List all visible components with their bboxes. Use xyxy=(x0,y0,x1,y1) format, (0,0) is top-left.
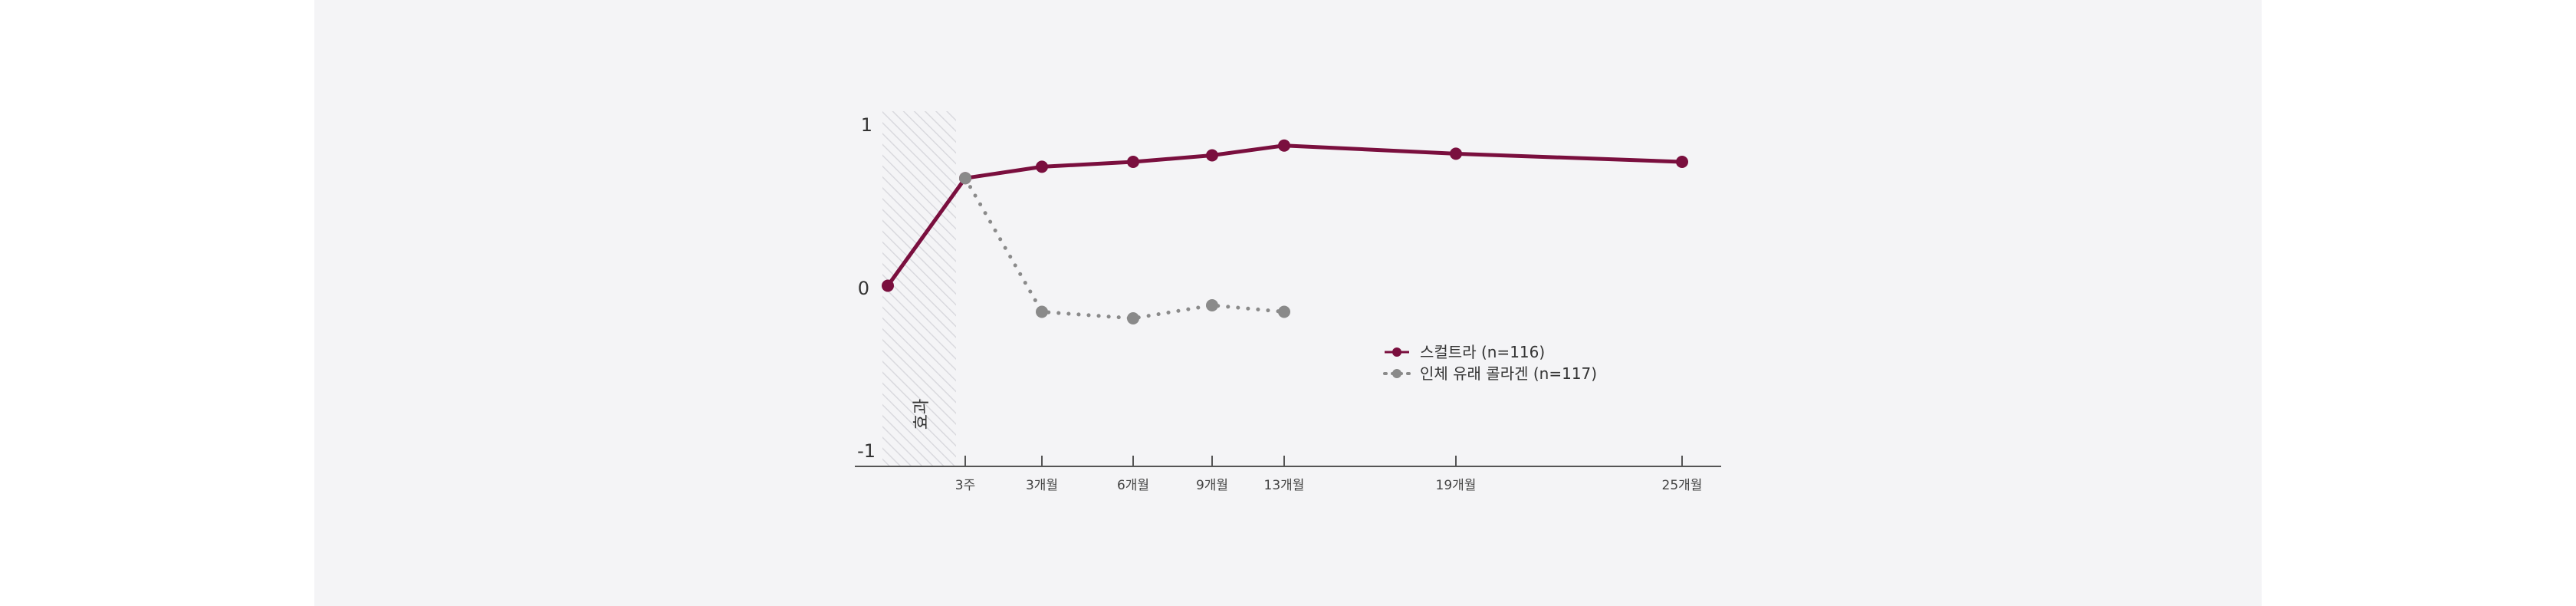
x-tick-label: 9개월 xyxy=(1196,478,1228,493)
y-tick-label: 0 xyxy=(858,278,869,299)
x-tick-label: 3주 xyxy=(955,478,975,493)
legend-swatch-marker-series-2 xyxy=(1392,369,1401,378)
series-1-line xyxy=(886,143,1683,287)
series-1-point xyxy=(1676,156,1688,168)
x-tick-label: 19개월 xyxy=(1436,478,1477,493)
series-2-point xyxy=(1127,312,1139,324)
series-layer xyxy=(882,139,1688,324)
series-2-point xyxy=(959,172,971,185)
legend-label-series-1: 스컬트라 (n=116) xyxy=(1420,343,1545,361)
series-2-point xyxy=(1278,305,1290,318)
y-tick-label: 1 xyxy=(861,114,872,136)
series-1-point xyxy=(1450,147,1462,160)
series-1-point xyxy=(1036,160,1048,173)
legend-swatch-marker-series-1 xyxy=(1392,347,1401,357)
effect-band xyxy=(882,111,956,466)
x-tick-label: 3개월 xyxy=(1026,478,1058,493)
x-tick-label: 6개월 xyxy=(1117,478,1149,493)
effect-band-label: 효과 xyxy=(912,399,932,430)
x-tick-label: 13개월 xyxy=(1264,478,1305,493)
x-ticks: 3주 3개월 6개월 9개월 13개월 19개월 25개월 xyxy=(955,456,1703,493)
series-2-line xyxy=(963,176,1286,321)
series-2-point xyxy=(1206,299,1218,311)
series-1-point xyxy=(1127,156,1139,168)
series-1-point xyxy=(1206,149,1218,162)
x-tick-label: 25개월 xyxy=(1662,478,1703,493)
legend-label-series-2: 인체 유래 콜라겐 (n=117) xyxy=(1420,364,1597,383)
series-1-point xyxy=(882,279,894,292)
series-1-point xyxy=(1278,139,1290,152)
legend: 스컬트라 (n=116) 인체 유래 콜라겐 (n=117) xyxy=(1383,343,1597,383)
chart-panel xyxy=(314,0,2262,606)
y-tick-label: -1 xyxy=(857,440,876,462)
series-2-point xyxy=(1036,305,1048,318)
